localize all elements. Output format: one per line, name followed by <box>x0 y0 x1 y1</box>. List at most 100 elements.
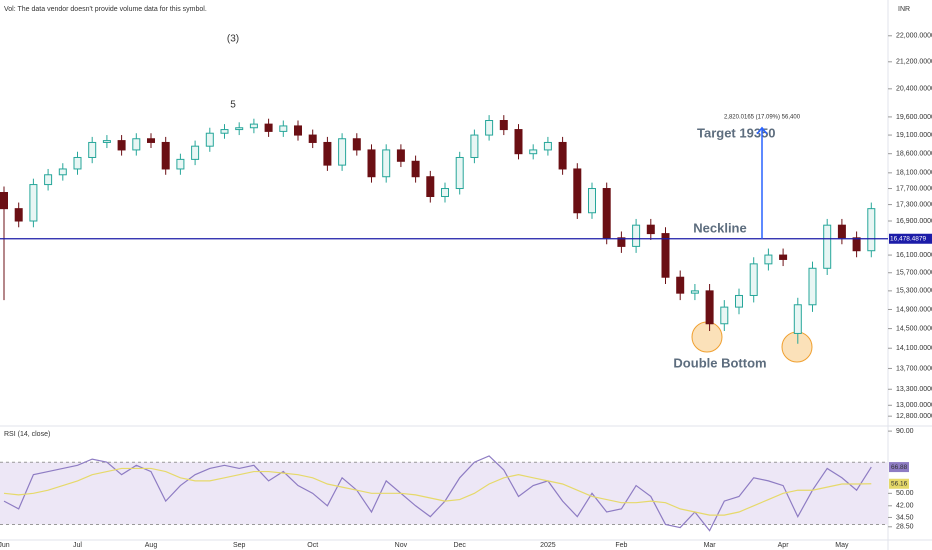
y-tick-label: 28.50 <box>896 524 914 531</box>
candle-body <box>867 208 876 252</box>
candle-body <box>514 129 523 155</box>
y-tick-label: 13,300.0000 <box>896 386 932 393</box>
candle-body <box>588 188 596 214</box>
y-tick-label: 16,100.0000 <box>896 252 932 259</box>
candle-body <box>14 208 23 222</box>
indicator-title: RSI (14, close) <box>4 431 50 438</box>
rsi-band <box>0 462 888 525</box>
candle-body <box>632 224 641 247</box>
x-tick-label: Apr <box>778 542 790 549</box>
value-badge <box>889 462 909 473</box>
x-tick-label: Jun <box>0 542 10 549</box>
neckline-label: Neckline <box>693 220 746 235</box>
candle-body <box>823 224 832 269</box>
candle-body <box>455 156 464 190</box>
candle-body <box>470 134 479 158</box>
candle-body <box>294 125 302 136</box>
double-bottom-label: Double Bottom <box>673 355 766 370</box>
candle-body <box>808 267 817 306</box>
value-badge-label: 56.16 <box>891 480 908 487</box>
candle-body <box>396 149 405 162</box>
measure-label: 2,820.0165 (17.09%) 56,400 <box>724 114 801 120</box>
x-tick-label: Mar <box>704 542 717 549</box>
y-tick-label: 34.50 <box>896 514 914 521</box>
y-tick-label: 14,900.0000 <box>896 306 932 313</box>
candle-body <box>44 174 53 186</box>
x-tick-label: Sep <box>233 542 246 549</box>
x-tick-label: Jul <box>73 542 82 549</box>
y-tick-label: 12,800.0000 <box>896 413 932 420</box>
candle-body <box>602 188 611 239</box>
value-badge-label: 66.88 <box>891 464 908 471</box>
x-tick-label: Aug <box>145 542 158 549</box>
candle-body <box>191 145 200 160</box>
candle-body <box>220 129 229 134</box>
rsi-line <box>3 455 872 532</box>
target-label: Target 19350 <box>697 125 776 140</box>
candle-body <box>58 168 67 176</box>
price-badge-label: 16,478.4879 <box>890 235 927 242</box>
candle-body <box>367 149 376 178</box>
candle-body <box>161 141 170 170</box>
candle-body <box>88 141 97 158</box>
volume-note: Vol: The data vendor doesn't provide vol… <box>4 6 207 13</box>
y-tick-label: 21,200.0000 <box>896 59 932 66</box>
y-tick-label: 14,500.0000 <box>896 325 932 332</box>
y-tick-label: 50.00 <box>896 490 914 497</box>
candle-body <box>735 294 743 308</box>
y-tick-label: 18,600.0000 <box>896 151 932 158</box>
arrow-head <box>756 126 768 135</box>
candle-body <box>102 140 111 143</box>
candle-body <box>529 149 538 155</box>
candle-body <box>852 237 861 252</box>
candle-body <box>749 263 758 296</box>
candle-body <box>485 120 494 136</box>
candle-body <box>147 138 155 143</box>
highlight-circle <box>781 331 813 363</box>
y-tick-label: 20,400.0000 <box>896 86 932 93</box>
y-tick-label: 13,700.0000 <box>896 365 932 372</box>
candle-body <box>352 138 361 151</box>
candle-body <box>426 176 435 198</box>
x-tick-label: 2025 <box>540 542 556 549</box>
candle-body <box>73 156 82 170</box>
x-tick-label: Dec <box>453 542 466 549</box>
candle-body <box>0 192 8 210</box>
candle-body <box>690 290 699 294</box>
y-tick-label: 42.00 <box>896 503 914 510</box>
candle-body <box>279 125 288 132</box>
y-tick-label: 13,000.0000 <box>896 402 932 409</box>
y-tick-label: 19,600.0000 <box>896 114 932 121</box>
rsi-line <box>3 467 872 516</box>
candle-body <box>720 306 729 325</box>
currency: INR <box>898 6 910 13</box>
price-badge <box>889 233 932 244</box>
y-tick-label: 15,300.0000 <box>896 288 932 295</box>
candle-body <box>676 276 685 294</box>
candle-body <box>382 149 391 178</box>
candle-body <box>29 184 38 222</box>
y-tick-label: 18,100.0000 <box>896 170 932 177</box>
candle-body <box>646 224 655 235</box>
y-tick-label: 19,100.0000 <box>896 132 932 139</box>
candle-body <box>543 141 552 151</box>
wave-label: 5 <box>230 100 236 111</box>
candle-body <box>705 290 714 325</box>
candle-body <box>661 233 670 278</box>
candle-body <box>338 138 347 166</box>
candle-body <box>249 123 258 129</box>
candle-body <box>499 120 508 131</box>
candle-body <box>117 140 126 151</box>
wave-label: (3) <box>227 34 239 45</box>
x-tick-label: May <box>835 542 849 549</box>
candle-body <box>764 254 773 265</box>
y-tick-label: 15,700.0000 <box>896 270 932 277</box>
candle-body <box>264 123 273 132</box>
y-tick-label: 22,000.0000 <box>896 33 932 40</box>
x-tick-label: Feb <box>615 542 627 549</box>
candle-body <box>793 304 802 334</box>
candle-body <box>132 138 141 151</box>
y-tick-label: 17,300.0000 <box>896 201 932 208</box>
